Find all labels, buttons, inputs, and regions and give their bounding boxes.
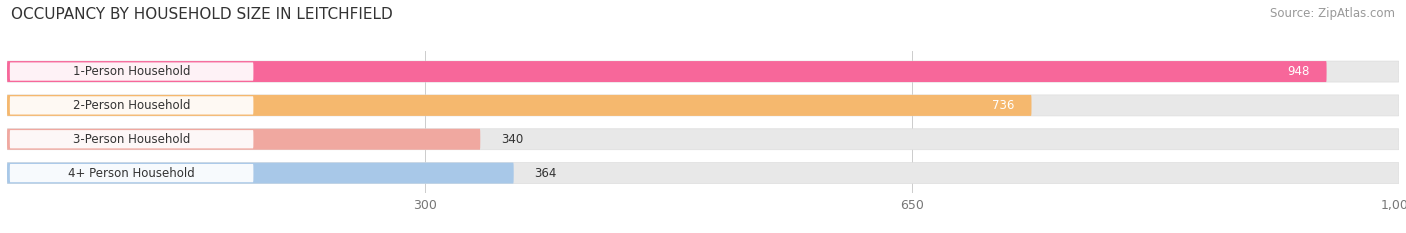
FancyBboxPatch shape [7, 163, 513, 184]
Text: 340: 340 [501, 133, 523, 146]
FancyBboxPatch shape [10, 96, 253, 115]
FancyBboxPatch shape [7, 129, 481, 150]
FancyBboxPatch shape [7, 95, 1032, 116]
Text: Source: ZipAtlas.com: Source: ZipAtlas.com [1270, 7, 1395, 20]
Text: 1-Person Household: 1-Person Household [73, 65, 190, 78]
FancyBboxPatch shape [7, 61, 1399, 82]
Text: 2-Person Household: 2-Person Household [73, 99, 190, 112]
FancyBboxPatch shape [7, 163, 1399, 184]
FancyBboxPatch shape [7, 61, 1327, 82]
FancyBboxPatch shape [7, 95, 1399, 116]
Text: 364: 364 [534, 167, 557, 180]
Text: 4+ Person Household: 4+ Person Household [69, 167, 195, 180]
Text: OCCUPANCY BY HOUSEHOLD SIZE IN LEITCHFIELD: OCCUPANCY BY HOUSEHOLD SIZE IN LEITCHFIE… [11, 7, 394, 22]
Text: 736: 736 [993, 99, 1015, 112]
FancyBboxPatch shape [10, 130, 253, 148]
FancyBboxPatch shape [10, 62, 253, 81]
Text: 3-Person Household: 3-Person Household [73, 133, 190, 146]
Text: 948: 948 [1288, 65, 1310, 78]
FancyBboxPatch shape [10, 164, 253, 182]
FancyBboxPatch shape [7, 129, 1399, 150]
